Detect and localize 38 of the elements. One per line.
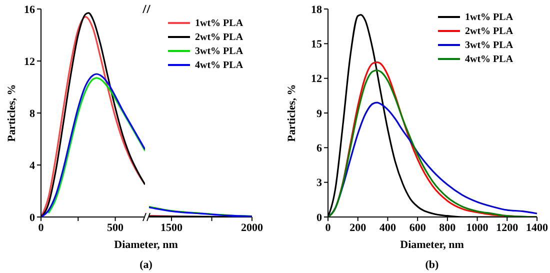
legend-label: 3wt% PLA	[195, 46, 244, 56]
y-tick-label: 18	[311, 4, 322, 16]
x-axis-title: Diameter, nm	[400, 239, 464, 251]
y-tick-label: 3	[316, 177, 322, 190]
x-tick-label: 1400	[526, 222, 548, 234]
y-tick-label: 0	[316, 212, 322, 224]
y-tick-label: 9	[316, 108, 322, 120]
y-tick-label: 12	[24, 56, 36, 68]
y-axis-title: Particles, %	[6, 84, 18, 142]
x-tick-label: 800	[439, 222, 456, 234]
y-tick-label: 12	[311, 73, 322, 86]
text: (a)	[140, 259, 152, 271]
x-tick-label: 2000	[241, 222, 264, 234]
y-tick-label: 4	[30, 160, 36, 172]
x-axis-title: Diameter, nm	[114, 239, 178, 251]
y-tick-label: 8	[30, 108, 36, 120]
y-axis-title: Particles, %	[286, 84, 298, 142]
legend-label: 4wt% PLA	[465, 54, 514, 64]
legend-label: 4wt% PLA	[195, 60, 244, 70]
legend-label: 2wt% PLA	[195, 32, 244, 42]
y-tick-label: 16	[24, 4, 36, 16]
x-tick-label: 500	[107, 222, 124, 234]
legend-label: 3wt% PLA	[465, 40, 514, 50]
x-tick-label: 1000	[466, 222, 489, 234]
legend-label: 2wt% PLA	[465, 26, 514, 36]
x-tick-label: 0	[38, 222, 44, 234]
x-tick-label: 200	[350, 222, 367, 234]
y-tick-label: 15	[311, 38, 322, 51]
x-tick-label: 1200	[496, 222, 519, 234]
x-tick-label: 600	[409, 222, 426, 234]
legend-label: 1wt% PLA	[195, 18, 244, 28]
y-tick-label: 6	[316, 142, 322, 155]
x-tick-label: 0	[325, 222, 332, 234]
legend-label: 1wt% PLA	[465, 12, 514, 22]
text: (b)	[425, 259, 439, 271]
x-tick-label: 1500	[160, 222, 184, 234]
x-tick-label: 400	[379, 222, 396, 234]
y-tick-label: 0	[30, 212, 36, 224]
